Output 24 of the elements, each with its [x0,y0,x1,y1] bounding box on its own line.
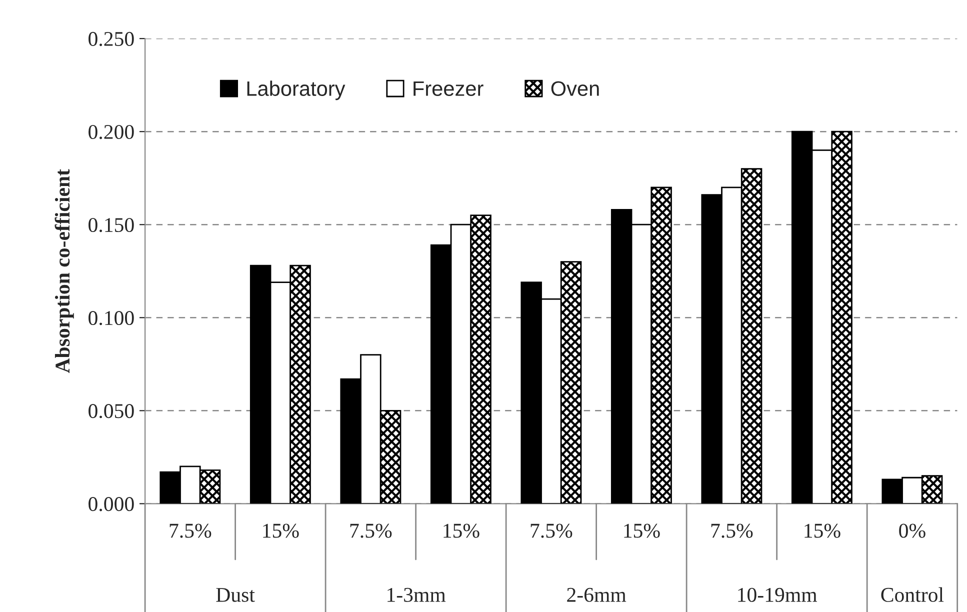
x-tick-label: 7.5% [530,524,572,538]
y-tick-label: 0.000 [88,497,134,512]
legend-label: Oven [551,81,599,96]
legend-label: Laboratory [247,80,346,100]
x-tick-label: 0% [899,524,926,538]
text: Control [881,587,944,602]
legend-label: Freezer [414,81,484,96]
x-tick-label: 15% [624,524,660,538]
text: 1-3mm [388,588,446,602]
y-tick-label: 0.050 [88,404,134,418]
x-tick-label: 7.5% [350,524,392,538]
x-tick-label: 7.5% [711,524,753,538]
y-tick-label: 0.150 [88,218,134,232]
text: 10-19mm [738,588,818,602]
text: Dust [216,588,255,602]
x-tick-label: 15% [444,524,480,538]
y-axis-title: Absorption co-efficient [54,169,74,374]
text: 2-6mm [567,588,626,602]
y-tick-label: 0.100 [88,311,134,326]
x-tick-label: 15% [804,524,840,538]
x-tick-label: 7.5% [170,524,212,538]
x-tick-label: 15% [263,524,299,538]
y-tick-label: 0.250 [88,32,134,46]
y-tick-label: 0.200 [88,124,134,140]
